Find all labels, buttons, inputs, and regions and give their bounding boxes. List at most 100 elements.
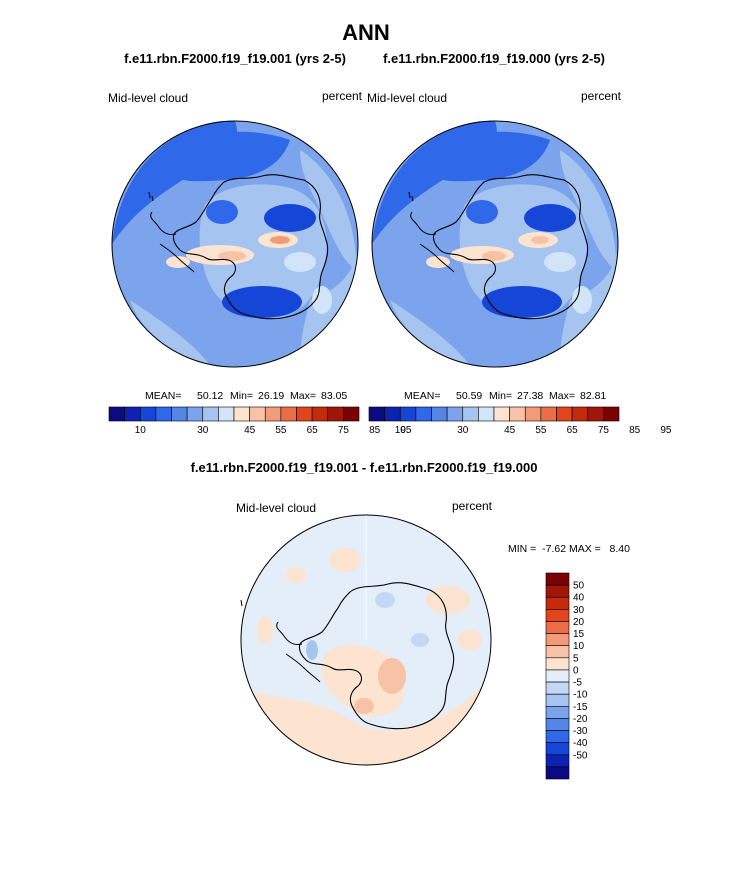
- map-diff-cool-north: [375, 592, 395, 608]
- map-left-dark-north: [150, 131, 290, 182]
- colorbar-diff-tick-5: 10: [573, 641, 585, 652]
- colorbar-left-swatch-13: [311, 406, 329, 422]
- map-right-island: [408, 191, 414, 202]
- stats-right-max-label: Max=: [549, 390, 575, 402]
- panel-left-case: f.e11.rbn.F2000.f19_f19.001 (yrs 2-5): [124, 51, 346, 66]
- colorbar-left-tick-7: 95: [400, 425, 412, 436]
- stats-left-max-label: Max=: [290, 390, 316, 402]
- colorbar-left-swatch-4: [171, 406, 188, 422]
- colorbar-diff-tick-14: -50: [573, 750, 588, 761]
- colorbar-diff-swatch-3: [545, 609, 570, 622]
- map-left-field: Mid-level cloud: [108, 91, 188, 105]
- colorbar-diff-swatch-6: [545, 645, 570, 659]
- colorbar-right-swatch-2: [399, 406, 417, 422]
- stats-right-mean-label: MEAN=: [404, 390, 440, 402]
- map-right-pale-sw: [390, 300, 470, 365]
- map-left-light-ring: [300, 150, 357, 270]
- colorbar-left-swatch-12: [296, 406, 313, 422]
- colorbar-left-tick-4: 65: [307, 425, 319, 436]
- colorbar-diff-swatch-13: [545, 730, 570, 743]
- colorbar-left-swatch-15: [343, 406, 360, 422]
- stats-left-max: 83.05: [321, 390, 347, 402]
- colorbar-left: 10 30 45 55 65 75 85 95: [108, 406, 412, 436]
- colorbar-diff-tick-6: 5: [573, 653, 579, 664]
- map-diff-cool-east: [411, 633, 429, 647]
- colorbar-diff-swatch-16: [545, 766, 570, 780]
- colorbar-right-swatch-6: [462, 406, 479, 422]
- colorbar-right-swatch-5: [446, 406, 464, 422]
- map-left-island: [148, 191, 154, 202]
- colorbar-left-tick-1: 30: [197, 425, 209, 436]
- colorbar-left-swatch-11: [280, 406, 297, 422]
- colorbar-right-swatch-9: [509, 406, 526, 422]
- colorbar-right-swatch-0: [368, 406, 385, 422]
- stats-right-mean: 50.59: [456, 390, 482, 402]
- stats-left-min-label: Min=: [230, 390, 253, 402]
- map-right: Mid-level cloud percent: [367, 89, 622, 368]
- map-left-coastline: [172, 174, 329, 320]
- colorbar-diff-swatch-7: [545, 657, 570, 671]
- map-diff-peninsula: [276, 621, 321, 683]
- panel-right-case: f.e11.rbn.F2000.f19_f19.000 (yrs 2-5): [383, 51, 605, 66]
- colorbar-right-swatch-1: [384, 406, 401, 422]
- colorbar-right-swatch-14: [587, 406, 604, 422]
- colorbar-right-swatch-7: [478, 406, 495, 422]
- map-right-dark-blob-s: [482, 286, 562, 318]
- colorbar-right-tick-1: 30: [457, 425, 469, 436]
- map-diff-cool-peninsula: [306, 640, 318, 660]
- colorbar-right-swatch-15: [603, 406, 620, 422]
- map-right-white-patch-2: [572, 286, 592, 314]
- colorbar-diff-swatch-0: [545, 572, 570, 586]
- map-diff-island: [240, 599, 243, 607]
- stats-left-mean: 50.12: [197, 390, 223, 402]
- map-right-peninsula: [410, 211, 455, 273]
- colorbar-right: 10 30 45 55 65 75 85 95: [368, 406, 672, 436]
- colorbar-left-tick-5: 75: [338, 425, 350, 436]
- diff-title: f.e11.rbn.F2000.f19_f19.001 - f.e11.rbn.…: [191, 460, 538, 475]
- colorbar-diff-swatch-14: [545, 742, 570, 756]
- colorbar-left-swatch-7: [218, 406, 235, 422]
- colorbar-diff-tick-10: -15: [573, 702, 588, 713]
- colorbar-right-tick-7: 95: [660, 425, 672, 436]
- map-right-pale-peninsula: [426, 256, 450, 268]
- map-left-border: [111, 120, 359, 368]
- colorbar-right-tick-2: 45: [504, 425, 516, 436]
- colorbar-left-tick-2: 45: [244, 425, 256, 436]
- colorbar-diff-swatch-11: [545, 705, 570, 719]
- stats-right: MEAN= 50.59 Min= 27.38 Max= 82.81: [404, 390, 606, 402]
- colorbar-diff-swatch-9: [545, 681, 570, 695]
- map-right-border: [371, 120, 619, 368]
- colorbar-left-swatch-2: [139, 406, 157, 422]
- colorbar-left-swatch-14: [327, 406, 344, 422]
- colorbar-diff-tick-13: -40: [573, 738, 588, 749]
- map-right-field: Mid-level cloud: [367, 91, 447, 105]
- map-diff-units: percent: [452, 499, 493, 513]
- map-diff: Mid-level cloud percent: [236, 499, 493, 766]
- map-diff-coastline: [298, 582, 455, 730]
- colorbar-left-swatch-6: [202, 406, 219, 422]
- colorbar-left-swatch-10: [264, 406, 282, 422]
- diff-minmax: MIN = -7.62 MAX = 8.40: [508, 543, 630, 555]
- map-diff-warm-core-2: [354, 698, 374, 714]
- colorbar-diff-swatch-4: [545, 621, 570, 634]
- map-diff-warm-nw: [286, 567, 306, 583]
- stats-left-min: 26.19: [258, 390, 284, 402]
- stats-left: MEAN= 50.12 Min= 26.19 Max= 83.05: [145, 390, 347, 402]
- colorbar-diff-tick-8: -5: [573, 678, 582, 689]
- colorbar-right-swatch-10: [524, 406, 542, 422]
- colorbar-diff-swatch-15: [545, 754, 570, 768]
- colorbar-left-swatch-8: [233, 406, 250, 422]
- colorbar-diff-tick-11: -20: [573, 714, 588, 725]
- map-left-peninsula: [150, 211, 195, 273]
- map-diff-field: Mid-level cloud: [236, 501, 316, 515]
- colorbar-diff-swatch-8: [545, 669, 570, 683]
- colorbar-diff-tick-7: 0: [573, 665, 579, 676]
- stats-left-mean-label: MEAN=: [145, 390, 181, 402]
- map-right-coastline: [432, 174, 589, 320]
- map-diff-warm-south: [250, 660, 491, 765]
- colorbar-right-swatch-13: [571, 406, 589, 422]
- colorbar-left-swatch-0: [108, 406, 125, 422]
- map-left-units: percent: [322, 89, 363, 103]
